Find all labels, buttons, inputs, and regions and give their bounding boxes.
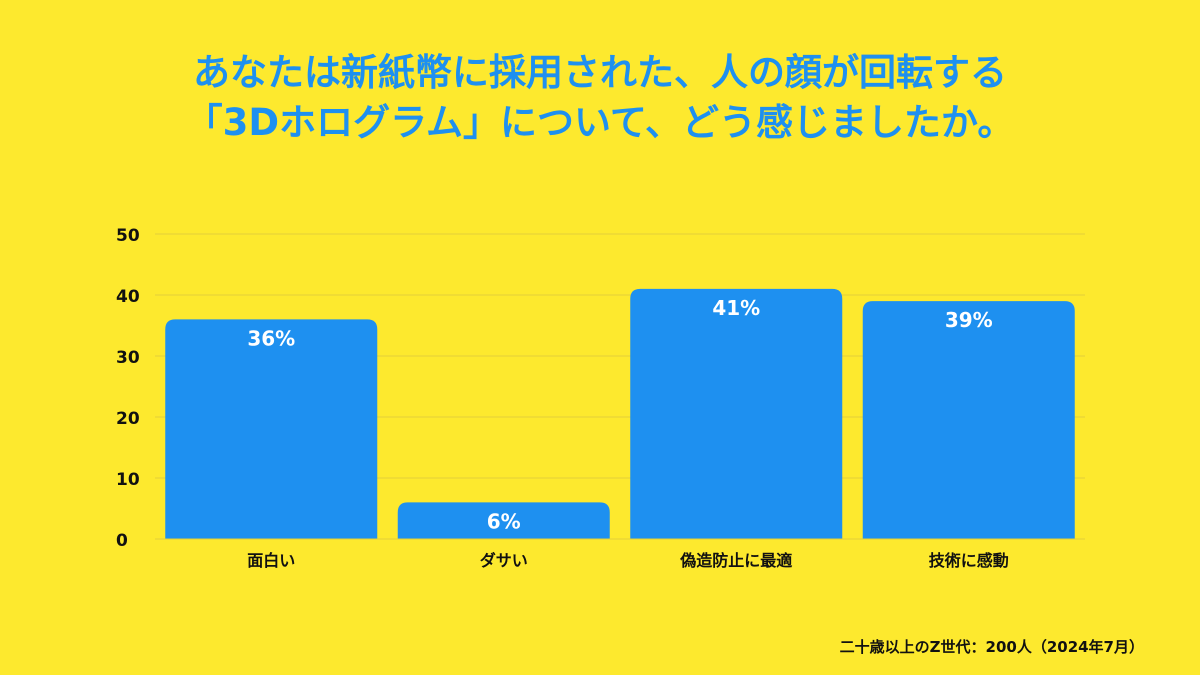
y-tick-label: 40 (116, 287, 140, 307)
chart-title-line-2: 「3Dホログラム」について、どう感じましたか。 (185, 101, 1015, 144)
bar (397, 502, 610, 539)
data-label: 36% (247, 326, 295, 350)
y-tick-label: 50 (116, 226, 140, 246)
x-tick-label: 面白い (247, 551, 295, 570)
y-tick-label: 10 (116, 470, 140, 490)
bar (862, 301, 1075, 539)
chart-title-line-1: あなたは新紙幣に採用された、人の顔が回転する (193, 51, 1007, 94)
y-tick-label: 30 (116, 348, 140, 368)
x-tick-label: 偽造防止に最適 (679, 551, 792, 570)
x-tick-label: 技術に感動 (929, 551, 1009, 570)
bar (630, 288, 843, 539)
y-tick-label: 0 (116, 531, 128, 551)
y-tick-label: 20 (116, 409, 140, 429)
x-tick-label: ダサい (480, 551, 528, 570)
sample-footnote: 二十歳以上のZ世代：200人（2024年7月） (839, 638, 1144, 656)
data-label: 6% (487, 509, 521, 533)
data-label: 41% (712, 296, 760, 320)
bar (165, 319, 378, 539)
data-label: 39% (945, 308, 993, 332)
chart-title: あなたは新紙幣に採用された、人の顔が回転する 「3Dホログラム」について、どう感… (0, 48, 1200, 148)
